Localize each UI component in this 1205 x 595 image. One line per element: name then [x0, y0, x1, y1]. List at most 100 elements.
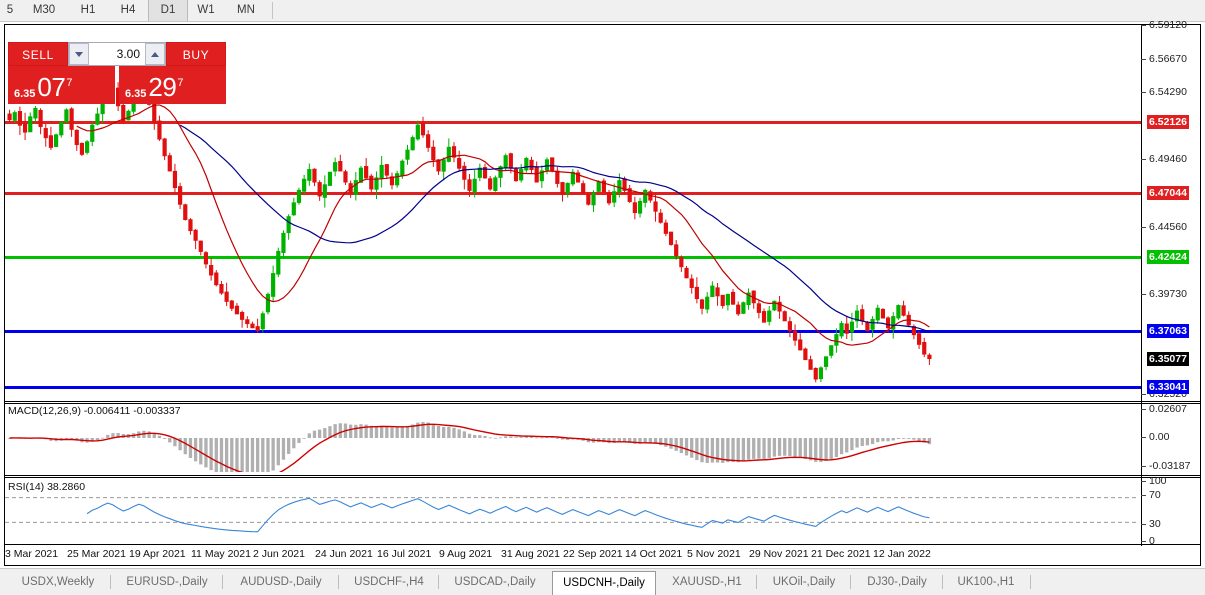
- tab-divider: [1030, 575, 1031, 589]
- chart-tab-uk100-h1[interactable]: UK100-,H1: [957, 576, 1015, 588]
- price-tick: [1141, 92, 1146, 93]
- buy-price-main: 29: [148, 72, 177, 102]
- tab-divider: [850, 575, 851, 589]
- price-chart-canvas[interactable]: [5, 25, 1140, 395]
- pane-separator-rsi: [5, 475, 1200, 476]
- macd-scale-label: -0.03187: [1149, 460, 1191, 472]
- chart-tab-usdcnh-daily[interactable]: USDCNH-,Daily: [552, 571, 656, 595]
- sell-price-quote[interactable]: 6.35077: [8, 66, 115, 104]
- price-tag-resistance[interactable]: 6.52126: [1147, 115, 1189, 130]
- level-line-resistance-1[interactable]: [5, 121, 1141, 125]
- buy-button[interactable]: BUY: [166, 42, 226, 66]
- rsi-label: RSI(14) 38.2860: [8, 481, 86, 493]
- chart-tab-usdchf-h4[interactable]: USDCHF-,H4: [354, 576, 424, 588]
- rsi-scale-label: 70: [1149, 489, 1161, 501]
- date-label: 29 Nov 2021: [749, 548, 809, 560]
- volume-increment-button[interactable]: [145, 43, 165, 65]
- tab-divider: [110, 575, 111, 589]
- price-tick-label: 6.59120: [1149, 19, 1187, 31]
- price-tag-resistance[interactable]: 6.47044: [1147, 185, 1189, 200]
- level-line-support-1[interactable]: [5, 329, 1141, 333]
- buy-price-fraction: 7: [177, 77, 184, 89]
- date-scale: 3 Mar 2021 25 Mar 2021 19 Apr 2021 11 May 2…: [5, 545, 1140, 565]
- chart-tab-eurusd-daily[interactable]: EURUSD-,Daily: [126, 576, 208, 588]
- chart-tab-usdx-weekly[interactable]: USDX,Weekly: [21, 576, 95, 588]
- price-scale[interactable]: 6.59120 6.56670 6.54290 6.49460 6.44560 6.397…: [1141, 0, 1205, 594]
- sell-price-main: 07: [37, 72, 66, 102]
- timeframe-toolbar: 5 M30 H1 H4 D1 W1 MN: [0, 0, 1205, 22]
- price-tick: [1141, 58, 1146, 60]
- price-tag-current-price[interactable]: 6.35077: [1147, 351, 1189, 366]
- chart-frame: [4, 24, 1201, 566]
- trade-panel-controls: SELL 3.00 BUY: [8, 42, 226, 66]
- timeframe-h1[interactable]: H1: [80, 4, 96, 16]
- macd-chart-canvas[interactable]: [5, 404, 1140, 472]
- macd-tick: [1141, 437, 1146, 438]
- volume-input[interactable]: 3.00: [116, 47, 140, 61]
- price-tick-label: 6.54290: [1149, 86, 1187, 98]
- rsi-chart-canvas[interactable]: [5, 479, 1140, 541]
- date-label: 3 Mar 2021: [5, 548, 59, 560]
- timeframe-5[interactable]: 5: [6, 4, 14, 16]
- price-tick: [1141, 25, 1146, 26]
- price-tick-label: 6.44560: [1149, 220, 1187, 233]
- timeframe-h4[interactable]: H4: [120, 4, 136, 16]
- timeframe-w1[interactable]: W1: [197, 4, 215, 16]
- price-tag-support[interactable]: 6.33041: [1147, 379, 1189, 394]
- date-label: 22 Sep 2021: [563, 548, 623, 560]
- price-tick-label: 6.39730: [1149, 287, 1187, 300]
- chart-tab-ukoil-daily[interactable]: UKOil-,Daily: [772, 576, 836, 588]
- macd-scale: 0.02607 0.00 -0.03187: [1141, 0, 1205, 594]
- rsi-scale-label: 0: [1149, 535, 1155, 547]
- trade-panel-quotes: 6.35077 6.35297: [8, 66, 226, 104]
- tab-divider: [338, 575, 339, 589]
- macd-scale-label: 0.02607: [1149, 403, 1187, 415]
- price-tick: [1141, 394, 1146, 395]
- date-label: 21 Dec 2021: [811, 548, 871, 560]
- price-tick-label: 6.49460: [1149, 153, 1187, 165]
- rsi-tick: [1141, 524, 1146, 525]
- chart-tab-usdcad-daily[interactable]: USDCAD-,Daily: [454, 576, 536, 588]
- rsi-tick: [1141, 481, 1146, 482]
- macd-tick: [1141, 409, 1146, 410]
- volume-decrement-button[interactable]: [69, 43, 89, 65]
- buy-price-quote[interactable]: 6.35297: [119, 66, 226, 104]
- level-line-resistance-2[interactable]: [5, 191, 1141, 195]
- date-label: 9 Aug 2021: [439, 548, 493, 560]
- date-label: 19 Apr 2021: [129, 548, 186, 560]
- date-label: 31 Aug 2021: [501, 548, 560, 560]
- sell-button[interactable]: SELL: [8, 42, 68, 66]
- pane-separator-rsi-2: [5, 477, 1200, 478]
- level-line-pivot[interactable]: [5, 255, 1141, 259]
- tab-divider: [438, 575, 439, 589]
- macd-tick: [1141, 466, 1146, 467]
- price-tag-support[interactable]: 6.37063: [1147, 323, 1189, 338]
- volume-stepper[interactable]: 3.00: [68, 42, 166, 66]
- timeframe-mn[interactable]: MN: [237, 4, 255, 16]
- rsi-tick: [1141, 495, 1146, 496]
- price-axis-line: [1141, 25, 1142, 546]
- date-label: 11 May 2021: [191, 548, 251, 560]
- rsi-tick: [1141, 541, 1146, 542]
- pane-separator-macd: [5, 401, 1200, 402]
- date-label: 5 Nov 2021: [687, 548, 741, 560]
- tab-divider: [222, 575, 223, 589]
- timeframe-m30[interactable]: M30: [32, 4, 56, 16]
- level-line-support-2[interactable]: [5, 385, 1141, 389]
- chart-tab-dj30-daily[interactable]: DJ30-,Daily: [867, 576, 927, 588]
- price-tag-pivot[interactable]: 6.42424: [1147, 249, 1189, 264]
- sell-price-fraction: 7: [66, 77, 73, 89]
- price-tick-label: 6.56670: [1149, 52, 1187, 65]
- tab-divider: [756, 575, 757, 589]
- tab-divider: [942, 575, 943, 589]
- pane-separator-macd-2: [5, 403, 1200, 404]
- chart-tab-audusd-daily[interactable]: AUDUSD-,Daily: [240, 576, 322, 588]
- one-click-trading-panel: SELL 3.00 BUY 6.35077 6.35297: [8, 42, 226, 104]
- timeframe-d1[interactable]: D1: [148, 0, 188, 21]
- rsi-scale: 100 70 30 0: [1141, 0, 1205, 594]
- date-label: 25 Mar 2021: [67, 548, 126, 560]
- toolbar-separator: [272, 2, 273, 19]
- chart-tab-xauusd-h1[interactable]: XAUUSD-,H1: [672, 576, 742, 588]
- sell-price-prefix: 6.35: [14, 88, 36, 100]
